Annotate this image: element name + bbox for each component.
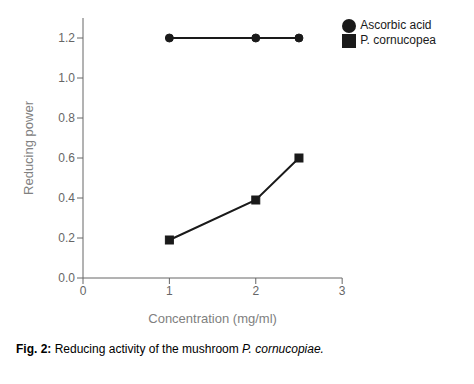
svg-text:3: 3 bbox=[339, 284, 346, 298]
html-text:Ascorbic acid: Ascorbic acid bbox=[360, 18, 432, 32]
svg-text:Reducing power: Reducing power bbox=[21, 100, 36, 195]
svg-text:0.8: 0.8 bbox=[58, 111, 75, 125]
svg-text:1.0: 1.0 bbox=[58, 71, 75, 85]
html-text:P. cornucopea: P. cornucopea bbox=[360, 32, 436, 47]
svg-text:2: 2 bbox=[252, 284, 259, 298]
svg-text:0.0: 0.0 bbox=[58, 271, 75, 285]
svg-text:0.6: 0.6 bbox=[58, 151, 75, 165]
svg-text:1.2: 1.2 bbox=[58, 31, 75, 45]
html-text:Fig. 2: Reducing activity of t: Fig. 2: Reducing activity of the mushroo… bbox=[16, 342, 324, 356]
svg-text:0.2: 0.2 bbox=[58, 231, 75, 245]
svg-text:Concentration (mg/ml): Concentration (mg/ml) bbox=[148, 311, 277, 326]
svg-text:0: 0 bbox=[80, 284, 87, 298]
svg-text:0.4: 0.4 bbox=[58, 191, 75, 205]
svg-text:1: 1 bbox=[166, 284, 173, 298]
